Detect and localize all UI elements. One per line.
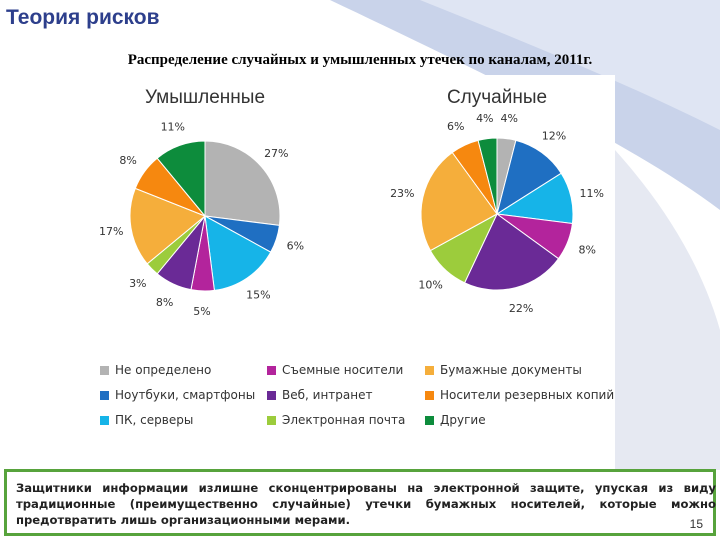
legend-item: Носители резервных копий [425,388,614,402]
slice-label: 11% [579,187,603,200]
pie-slice [420,151,498,252]
slice-label: 10% [418,279,442,292]
slice-label: 23% [390,187,414,200]
pie-accidental: 4% 12% 11% 8% 22% 10% 23% 6% 4% [390,112,604,315]
pie-slice [204,215,272,291]
slice-label: 4% [500,112,517,125]
note-text: Защитники информации излишне сконцентрир… [16,481,716,527]
legend-item: Съемные носители [267,363,403,377]
pie-title-accidental: Случайные [447,87,547,108]
pie-intentional: 27% 6% 15% 5% 8% 3% 17% 8% 11% [99,121,304,318]
chart-subtitle: Распределение случайных и умышленных уте… [127,52,593,68]
slice-label: 12% [542,130,566,143]
legend-swatch [100,415,109,425]
legend-item: Другие [425,413,486,427]
legend-swatch [425,365,434,375]
pie-title-intentional: Умышленные [145,87,265,108]
slice-label: 8% [578,244,595,257]
legend-swatch [425,415,434,425]
legend-label: Электронная почта [282,413,406,427]
legend-label: Съемные носители [282,363,404,377]
pie-charts: Умышленные Случайные 27% 6% 15% 5% 8% 3% 17% 8%… [99,87,604,318]
legend-swatch [425,390,434,400]
legend-label: Носители резервных копий [440,388,615,402]
legend-swatch [267,415,276,425]
chart-area: Умышленные Случайные 27% 6% 15% 5% 8% 3% 17% 8%… [95,75,615,450]
page-number: 15 [689,517,703,531]
slide-title: Теория рисков [6,6,160,29]
legend-item: ПК, серверы [100,413,193,427]
legend-label: Ноутбуки, смартфоны [115,388,256,402]
slice-label: 17% [99,225,123,238]
legend-label: ПК, серверы [115,413,194,427]
legend-item: Веб, интранет [267,388,372,402]
slice-label: 8% [156,296,173,309]
note-box: Защитники информации излишне сконцентрир… [4,469,716,536]
slice-label: 4% [476,112,493,125]
legend-item: Электронная почта [267,413,405,427]
legend-label: Не определено [115,363,212,377]
slice-label: 6% [447,120,464,133]
pie-slice [477,137,498,215]
legend-label: Веб, интранет [282,388,373,402]
legend-swatch [100,390,109,400]
legend-item: Бумажные документы [425,363,582,377]
legend-swatch [267,365,276,375]
legend-swatch [100,365,109,375]
slice-label: 11% [161,121,185,134]
legend-label: Другие [440,413,486,427]
legend-item: Не определено [100,363,211,377]
slice-label: 5% [193,305,210,318]
pie-slice [204,140,281,226]
pie-slice [129,187,206,265]
legend-item: Ноутбуки, смартфоны [100,388,255,402]
slice-label: 15% [246,289,270,302]
slice-label: 22% [509,302,533,315]
slice-label: 27% [264,147,288,160]
slice-label: 8% [119,154,136,167]
legend-swatch [267,390,276,400]
slice-label: 6% [287,239,304,252]
slice-label: 3% [129,277,146,290]
legend-label: Бумажные документы [440,363,582,377]
pie-slice [156,140,206,218]
